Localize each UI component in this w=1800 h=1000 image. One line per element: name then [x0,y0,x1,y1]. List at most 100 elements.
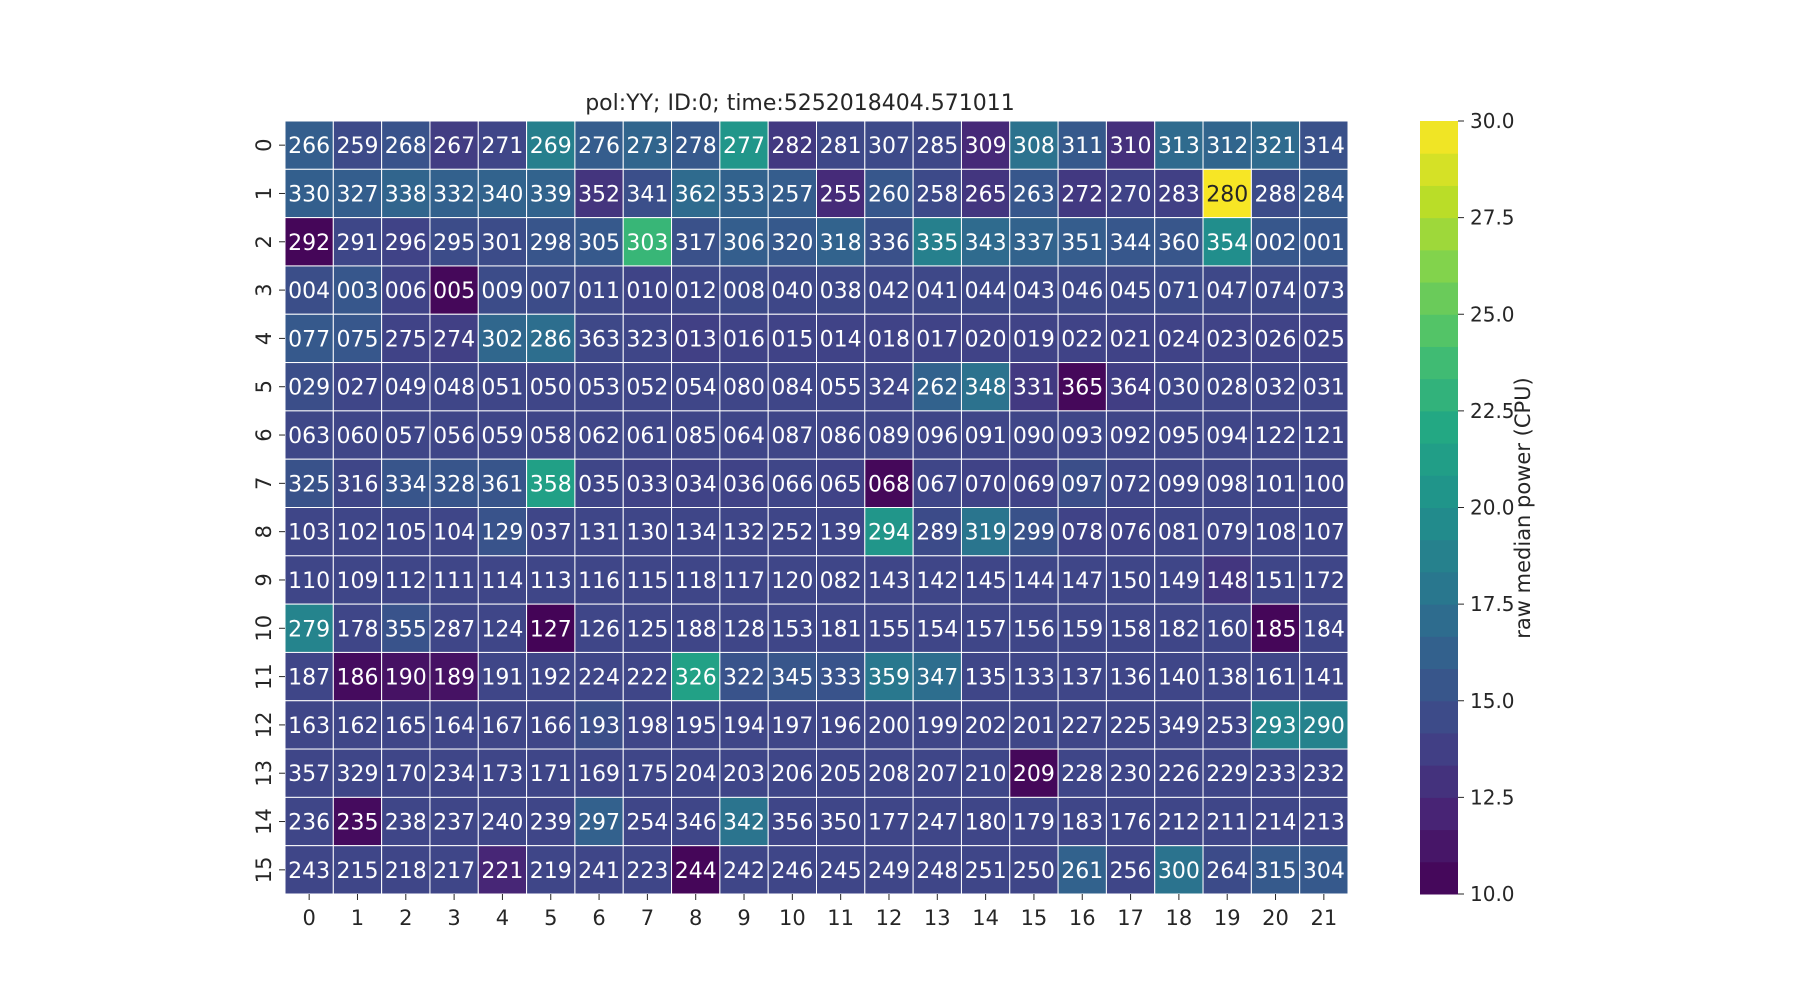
cell-label: 281 [820,134,862,159]
y-tick-label: 10 [252,615,276,642]
cell-label: 051 [481,376,523,401]
cell-label: 191 [481,666,523,691]
heatmap-cell [332,410,383,460]
cell-label: 077 [288,327,330,352]
colorbar-segment [1420,700,1458,734]
heatmap-cell [719,265,769,315]
x-axis-ticks: 0 1 2 3 4 5 6 7 8 9 10 11 12 13 14 15 16 17 18 19 20 21 [302,894,1337,930]
x-tick-label: 5 [544,906,557,930]
cell-label: 144 [1013,569,1055,594]
colorbar-tick-label: 22.5 [1470,399,1515,423]
cell-label: 071 [1158,279,1200,304]
cell-label: 365 [1061,376,1103,401]
cell-label: 343 [965,231,1007,256]
cell-label: 308 [1013,134,1055,159]
heatmap-cell [960,265,1011,315]
cell-label: 087 [771,424,813,449]
heatmap-cell [912,168,962,219]
heatmap-cell [526,796,576,847]
cell-label: 299 [1013,521,1055,546]
cell-label: 178 [336,617,378,642]
cell-label: 209 [1013,762,1055,787]
cell-label: 034 [675,472,717,497]
cell-label: 082 [820,569,862,594]
y-tick-label: 11 [252,663,276,690]
cell-label: 141 [1303,666,1345,691]
heatmap-cell [284,168,334,219]
cell-label: 325 [288,472,330,497]
heatmap-cell [1057,168,1107,219]
cell-label: 101 [1255,472,1297,497]
cell-label: 111 [433,569,475,594]
colorbar-segment [1420,539,1458,573]
cell-label: 199 [916,714,958,739]
cell-label: 172 [1303,569,1345,594]
x-tick-label: 16 [1069,906,1096,930]
heatmap-cell [767,362,818,412]
cell-label: 361 [481,472,523,497]
heatmap-cell [526,265,576,315]
y-tick-label: 2 [252,235,276,248]
cell-label: 126 [578,617,620,642]
cell-label: 222 [626,666,668,691]
cell-label: 007 [530,279,572,304]
heatmap-cell [1154,796,1204,847]
cell-label: 287 [433,617,475,642]
cell-label: 042 [868,279,910,304]
x-tick-label: 18 [1166,906,1193,930]
cell-label: 149 [1158,569,1200,594]
cell-label: 065 [820,472,862,497]
heatmap-cell [1009,120,1059,170]
heatmap-cell [671,168,721,219]
x-tick-label: 9 [737,906,750,930]
x-tick-label: 8 [689,906,702,930]
cell-label: 302 [481,327,523,352]
cell-label: 342 [723,811,765,836]
cell-label: 151 [1255,569,1297,594]
heatmap-cell [574,796,624,847]
colorbar [1420,121,1458,895]
heatmap-cell [1299,555,1349,605]
cell-label: 049 [385,376,427,401]
cell-label: 135 [965,666,1007,691]
heatmap-cell [719,603,769,653]
heatmap-cell [332,265,383,315]
heatmap-cell [816,748,866,798]
cell-label: 326 [675,666,717,691]
cell-label: 080 [723,376,765,401]
cell-label: 310 [1110,134,1152,159]
cell-label: 108 [1255,521,1297,546]
cell-label: 305 [578,231,620,256]
colorbar-tick-label: 12.5 [1470,785,1515,809]
cell-label: 072 [1110,472,1152,497]
heatmap-cell [381,651,431,702]
cell-label: 102 [336,521,378,546]
cell-label: 016 [723,327,765,352]
x-tick-label: 10 [779,906,806,930]
cell-label: 304 [1303,859,1345,884]
y-tick-label: 6 [252,428,276,441]
cell-label: 164 [433,714,475,739]
x-tick-label: 6 [592,906,605,930]
cell-label: 125 [626,617,668,642]
x-tick-label: 2 [399,906,412,930]
heatmap-cell [1154,651,1204,702]
x-tick-label: 3 [447,906,460,930]
cell-label: 313 [1158,134,1200,159]
cell-label: 254 [626,811,668,836]
cell-label: 103 [288,521,330,546]
heatmap-cell [960,217,1011,267]
colorbar-segment [1420,314,1458,347]
heatmap-cell [1105,651,1156,702]
heatmap-cell [671,555,721,605]
cell-label: 248 [916,859,958,884]
cell-label: 081 [1158,521,1200,546]
heatmap-cell [1202,796,1252,847]
cell-label: 031 [1303,376,1345,401]
cell-label: 100 [1303,472,1345,497]
heatmap-cell [1299,410,1349,460]
cell-label: 182 [1158,617,1200,642]
heatmap-cell [1154,507,1204,557]
heatmap-cell [332,603,383,653]
heatmap-cell [574,507,624,557]
